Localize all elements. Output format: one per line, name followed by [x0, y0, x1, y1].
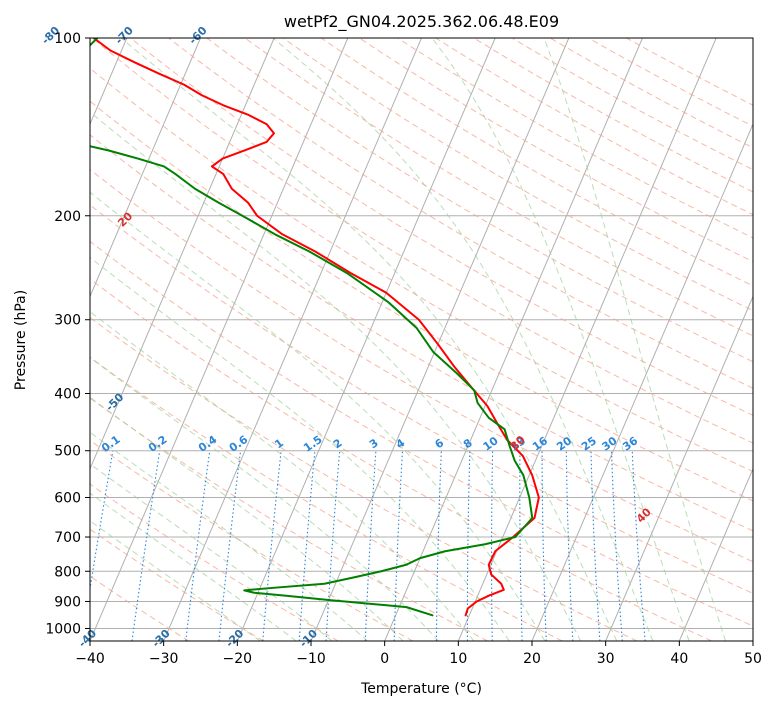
x-tick-label: 50 — [744, 651, 762, 667]
y-tick-label: 300 — [54, 313, 81, 329]
dry-adiabat — [90, 240, 753, 627]
x-tick-label: −10 — [296, 651, 326, 667]
moist-adiabat — [90, 311, 475, 641]
moist-adiabat — [120, 38, 618, 641]
x-axis-ticks: −40 −30 −20 −10 0 10 20 30 40 50 — [75, 641, 762, 667]
moist-adiabat — [431, 38, 690, 641]
isotherm-line — [531, 122, 753, 641]
dry-adiabat — [282, 38, 753, 312]
x-tick-label: −20 — [223, 651, 253, 667]
x-tick-label: 30 — [597, 651, 615, 667]
y-tick-label: 400 — [54, 387, 81, 403]
x-tick-label: 0 — [380, 651, 389, 667]
y-tick-label: 1000 — [45, 621, 81, 637]
x-tick-label: −40 — [75, 651, 105, 667]
chart-title: wetPf2_GN04.2025.362.06.48.E09 — [284, 12, 559, 32]
moist-adiabat — [90, 463, 333, 641]
temperature-profile-line — [92, 38, 540, 617]
dry-adiabat — [168, 38, 753, 389]
dry-adiabat — [90, 168, 753, 563]
moist-adiabat — [543, 38, 727, 641]
mixing-ratio-line — [131, 450, 161, 641]
dry-adiabat — [90, 278, 712, 641]
dry-adiabat — [90, 204, 753, 594]
dewpoint-profile-line — [90, 38, 534, 617]
x-axis-label: Temperature (°C) — [360, 681, 482, 697]
x-tick-label: 10 — [449, 651, 467, 667]
x-tick-label: 20 — [523, 651, 541, 667]
mixing-ratio-lines — [90, 450, 646, 641]
y-tick-label: 700 — [54, 530, 81, 546]
moist-adiabat — [90, 520, 261, 641]
profile-series — [90, 38, 540, 617]
moist-adiabat — [90, 492, 297, 641]
dry-adiabat — [91, 38, 753, 444]
y-tick-label: 900 — [54, 594, 81, 610]
mixing-ratio-line — [218, 450, 242, 641]
x-tick-label: −30 — [149, 651, 179, 667]
moist-adiabat — [272, 38, 654, 641]
dry-adiabat — [130, 38, 753, 416]
isotherm-line — [90, 38, 201, 298]
isotherm-line — [605, 295, 753, 641]
mixing-ratio-line — [90, 450, 114, 593]
plot-frame — [89, 37, 754, 642]
dry-adiabat — [90, 483, 339, 641]
isotherm-line — [90, 38, 349, 641]
dry-adiabat — [244, 38, 753, 337]
plot-layer — [90, 38, 753, 641]
moist-adiabat — [90, 356, 439, 641]
dry-adiabat — [90, 528, 264, 641]
y-tick-label: 100 — [54, 31, 81, 47]
isotherm-line — [678, 467, 753, 641]
mixing-ratio-line — [185, 450, 211, 641]
isotherm-line — [163, 38, 422, 641]
dry-adiabat — [90, 316, 638, 641]
y-tick-label: 200 — [54, 209, 81, 225]
y-axis-ticks: 100 200 300 400 500 600 700 800 900 1000 — [45, 31, 90, 637]
x-tick-label: 40 — [670, 651, 688, 667]
isotherm-line — [90, 38, 275, 470]
y-tick-label: 800 — [54, 564, 81, 580]
dry-adiabat — [90, 134, 753, 532]
moist-adiabat — [90, 256, 510, 641]
dry-adiabat — [90, 100, 753, 502]
y-tick-label: 600 — [54, 490, 81, 506]
isotherm-line — [236, 38, 496, 641]
moist-adiabat-lines — [90, 38, 727, 641]
y-axis-label: Pressure (hPa) — [13, 290, 29, 390]
plot-area — [90, 38, 753, 641]
y-tick-label: 500 — [54, 444, 81, 460]
isotherm-line — [384, 38, 643, 641]
moist-adiabat — [90, 396, 404, 641]
